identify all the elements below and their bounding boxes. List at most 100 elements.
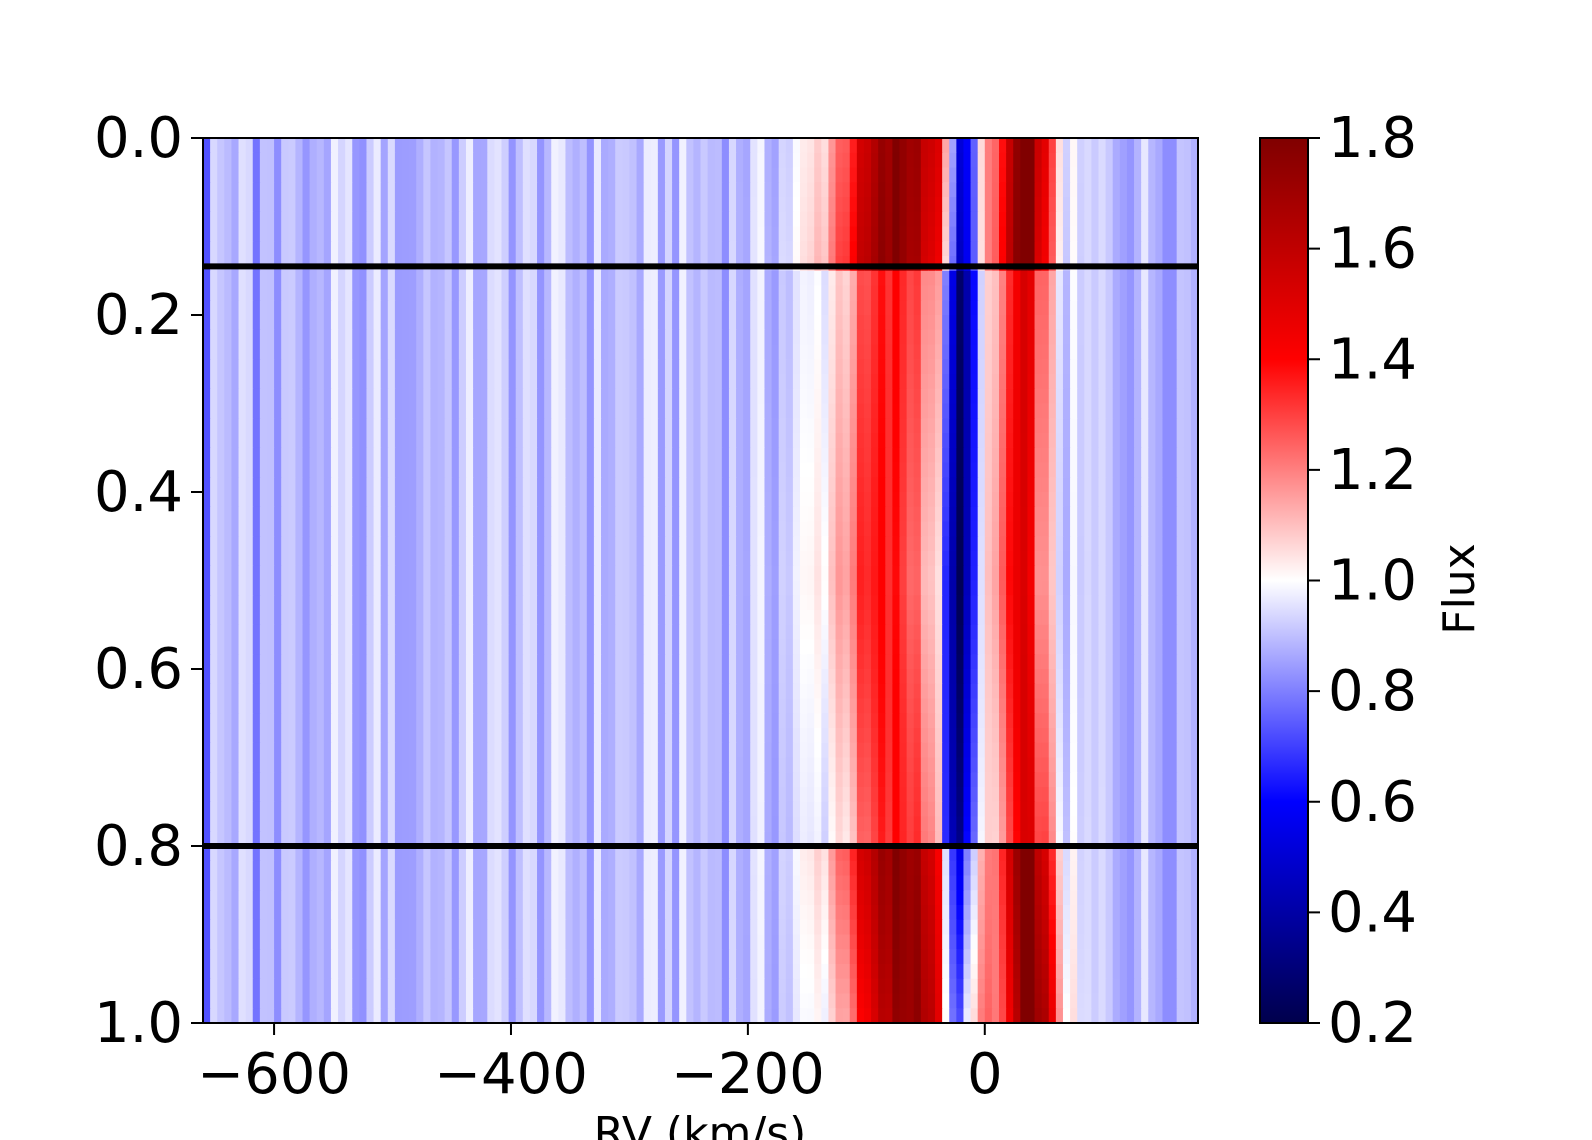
heatmap-cell — [913, 226, 922, 242]
heatmap-cell — [615, 182, 623, 198]
heatmap-cell — [1105, 551, 1114, 567]
heatmap-cell — [885, 300, 893, 316]
heatmap-cell — [728, 492, 737, 508]
heatmap-cell — [1084, 639, 1092, 655]
heatmap-cell — [416, 315, 424, 331]
heatmap-cell — [956, 226, 965, 242]
heatmap-cell — [366, 639, 375, 655]
heatmap-cell — [892, 477, 901, 493]
heatmap-cell — [913, 433, 922, 449]
heatmap-cell — [1006, 374, 1014, 390]
heatmap-cell — [579, 241, 588, 257]
heatmap-cell — [437, 418, 446, 434]
heatmap-cell — [323, 300, 332, 316]
heatmap-cell — [714, 285, 723, 301]
heatmap-cell — [743, 521, 751, 537]
heatmap-cell — [913, 477, 922, 493]
heatmap-cell — [977, 433, 986, 449]
heatmap-cell — [359, 374, 368, 390]
heatmap-cell — [977, 138, 986, 154]
heatmap-cell — [1055, 226, 1064, 242]
heatmap-cell — [373, 374, 382, 390]
heatmap-cell — [416, 182, 424, 198]
heatmap-cell — [785, 315, 794, 331]
heatmap-cell — [323, 388, 332, 405]
heatmap-cell — [473, 344, 481, 360]
heatmap-cell — [1091, 241, 1100, 257]
heatmap-cell — [856, 388, 865, 405]
heatmap-cell — [1141, 492, 1149, 508]
heatmap-cell — [1070, 152, 1078, 169]
heatmap-cell — [1105, 521, 1114, 537]
heatmap-cell — [558, 654, 567, 670]
heatmap-cell — [1006, 462, 1014, 478]
heatmap-cell — [323, 580, 332, 596]
heatmap-cell — [409, 182, 417, 198]
heatmap-cell — [224, 329, 233, 346]
heatmap-cell — [764, 344, 773, 360]
heatmap-cell — [323, 329, 332, 346]
heatmap-cell — [714, 167, 723, 183]
heatmap-cell — [494, 580, 503, 596]
heatmap-cell — [345, 639, 353, 655]
heatmap-cell — [714, 226, 723, 242]
heatmap-cell — [807, 580, 815, 596]
heatmap-cell — [586, 374, 595, 390]
heatmap-cell — [622, 477, 631, 493]
heatmap-cell — [728, 521, 737, 537]
heatmap-cell — [238, 388, 247, 405]
heatmap-cell — [1119, 226, 1128, 242]
heatmap-cell — [1070, 433, 1078, 449]
heatmap-cell — [1126, 374, 1135, 390]
heatmap-cell — [1176, 152, 1185, 169]
heatmap-cell — [1162, 138, 1171, 154]
heatmap-cell — [316, 138, 325, 154]
heatmap-cell — [601, 418, 609, 434]
heatmap-cell — [792, 580, 801, 596]
heatmap-cell — [1119, 403, 1128, 419]
heatmap-cell — [622, 329, 631, 346]
heatmap-cell — [544, 138, 552, 154]
heatmap-cell — [259, 403, 268, 419]
heatmap-cell — [608, 300, 616, 316]
heatmap-cell — [402, 447, 410, 464]
heatmap-cell — [863, 197, 872, 213]
heatmap-cell — [274, 315, 282, 331]
heatmap-cell — [757, 551, 766, 567]
heatmap-cell — [1062, 551, 1071, 567]
heatmap-cell — [302, 344, 311, 360]
heatmap-cell — [1020, 595, 1029, 611]
heatmap-cell — [345, 315, 353, 331]
heatmap-cell — [643, 433, 652, 449]
heatmap-cell — [871, 654, 879, 670]
heatmap-cell — [750, 492, 758, 508]
heatmap-cell — [494, 359, 503, 375]
heatmap-cell — [1055, 477, 1064, 493]
heatmap-cell — [657, 462, 666, 478]
heatmap-cell — [956, 182, 965, 198]
heatmap-cell — [316, 521, 325, 537]
heatmap-cell — [259, 197, 268, 213]
heatmap-cell — [984, 521, 993, 537]
heatmap-cell — [444, 197, 453, 213]
heatmap-cell — [380, 300, 389, 316]
heatmap-cell — [1190, 388, 1199, 405]
heatmap-cell — [807, 492, 815, 508]
heatmap-cell — [373, 624, 382, 641]
heatmap-cell — [501, 344, 510, 360]
heatmap-cell — [771, 536, 780, 552]
heatmap-cell — [906, 521, 915, 537]
heatmap-cell — [856, 359, 865, 375]
heatmap-cell — [430, 285, 439, 301]
heatmap-cell — [1098, 285, 1107, 301]
heatmap-cell — [1027, 167, 1036, 183]
heatmap-cell — [1141, 182, 1149, 198]
heatmap-cell — [842, 654, 851, 670]
heatmap-cell — [302, 285, 311, 301]
heatmap-cell — [288, 595, 296, 611]
heatmap-cell — [437, 197, 446, 213]
heatmap-cell — [402, 152, 410, 169]
heatmap-cell — [1084, 536, 1092, 552]
heatmap-cell — [949, 610, 957, 626]
heatmap-cell — [1070, 226, 1078, 242]
